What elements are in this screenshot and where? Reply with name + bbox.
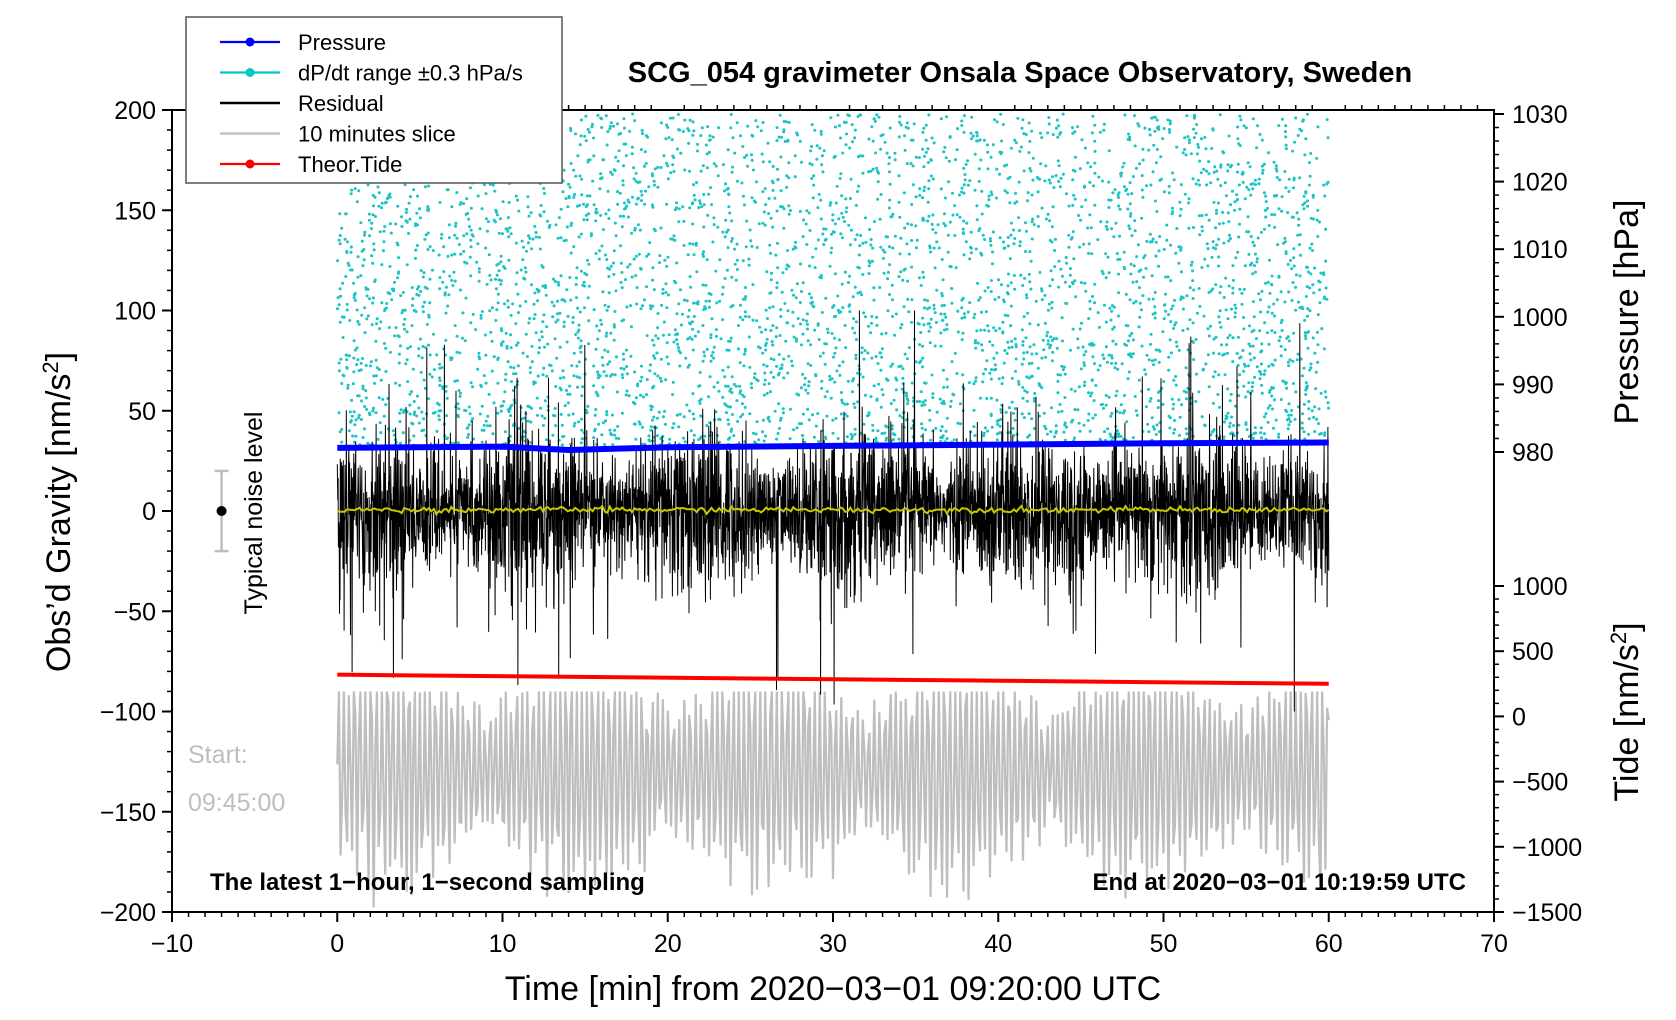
x-tick-label: 0 — [330, 930, 344, 958]
y-axis-left: 200 150 100 50 0 −50 −100 −150 −200 — [100, 97, 172, 927]
pressure-tick-label: 1010 — [1512, 236, 1568, 264]
legend-label: Theor.Tide — [298, 152, 402, 177]
tide-tick-label: −1500 — [1512, 899, 1582, 927]
x-axis-label: Time [min] from 2020−03−01 09:20:00 UTC — [505, 970, 1161, 1008]
tide-tick-label: 500 — [1512, 638, 1554, 666]
y-axis-left-label: Obs’d Gravity [nm/s2] — [38, 352, 79, 672]
chart-title: SCG_054 gravimeter Onsala Space Observat… — [628, 57, 1412, 89]
tide-line — [337, 672, 1329, 686]
pressure-tick-label: 1020 — [1512, 169, 1568, 197]
noise-label: Typical noise level — [240, 412, 268, 615]
pressure-tick-label: 1000 — [1512, 304, 1568, 332]
dpdt-points — [335, 112, 1331, 447]
y-axis-tide: 1000 500 0 −500 −1000 −1500 — [1494, 573, 1582, 927]
y-tick-label: −100 — [100, 699, 156, 727]
annotation-sampling: The latest 1−hour, 1−second sampling — [210, 869, 645, 896]
x-tick-label: 10 — [489, 930, 517, 958]
residual-series — [336, 310, 1330, 712]
y-axis-pressure-label: Pressure [hPa] — [1608, 200, 1646, 425]
pressure-tick-label: 990 — [1512, 371, 1554, 399]
x-tick-label: 60 — [1315, 930, 1343, 958]
y-tick-label: 100 — [114, 298, 156, 326]
y-tick-label: 150 — [114, 197, 156, 225]
x-tick-label: −10 — [151, 930, 193, 958]
pressure-tick-label: 980 — [1512, 439, 1554, 467]
tide-tick-label: −1000 — [1512, 834, 1582, 862]
x-tick-label: 50 — [1150, 930, 1178, 958]
x-tick-label: 70 — [1480, 930, 1508, 958]
noise-bar — [214, 469, 229, 553]
tide-series — [337, 672, 1329, 686]
tide-tick-label: 1000 — [1512, 573, 1568, 601]
x-axis: −10 0 10 20 30 40 50 60 70 — [151, 105, 1508, 958]
y-tick-label: 200 — [114, 97, 156, 125]
smoothed-line — [337, 504, 1330, 517]
legend-marker — [245, 68, 255, 77]
legend-label: Pressure — [298, 30, 386, 55]
pressure-series — [337, 439, 1329, 453]
y-tick-label: −200 — [100, 899, 156, 927]
y-tick-label: 50 — [128, 398, 156, 426]
pressure-line — [337, 439, 1329, 453]
x-tick-label: 30 — [819, 930, 847, 958]
legend-label: dP/dt range ±0.3 hPa/s — [298, 61, 523, 86]
x-tick-label: 20 — [654, 930, 682, 958]
y-axis-tide-label: Tide [nm/s2] — [1606, 622, 1647, 801]
legend-label: 10 minutes slice — [298, 122, 456, 147]
y-tick-label: −150 — [100, 799, 156, 827]
legend-marker — [245, 159, 255, 169]
legend: Pressure dP/dt range ±0.3 hPa/s Residual 10… — [185, 16, 563, 184]
slice-series — [336, 691, 1330, 908]
pressure-tick-label: 1030 — [1512, 101, 1568, 129]
dpdt-series — [335, 112, 1331, 447]
start-label: Start: — [188, 741, 248, 769]
legend-marker — [245, 37, 255, 47]
legend-label: Residual — [298, 91, 384, 116]
tide-tick-label: 0 — [1512, 703, 1526, 731]
x-tick-label: 40 — [984, 930, 1012, 958]
slice-line — [336, 691, 1330, 908]
y-axis-pressure: 1030 1020 1010 1000 990 980 — [1493, 101, 1568, 912]
annotation-end-time: End at 2020−03−01 10:19:59 UTC — [1092, 869, 1466, 896]
residual-line — [336, 310, 1330, 712]
start-time: 09:45:00 — [188, 789, 285, 817]
y-tick-label: −50 — [114, 598, 156, 626]
tide-tick-label: −500 — [1512, 769, 1568, 797]
y-tick-label: 0 — [142, 498, 156, 526]
noise-point — [216, 506, 227, 516]
residual-smoothed-series — [337, 504, 1330, 517]
